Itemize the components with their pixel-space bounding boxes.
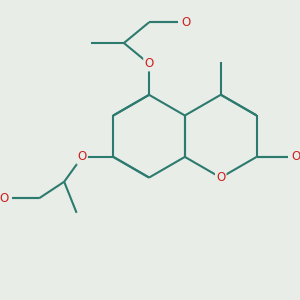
Text: O: O	[291, 150, 300, 164]
Text: O: O	[181, 16, 190, 29]
Text: O: O	[77, 150, 87, 164]
Text: O: O	[216, 171, 225, 184]
Text: O: O	[0, 192, 9, 205]
Text: O: O	[144, 57, 154, 70]
